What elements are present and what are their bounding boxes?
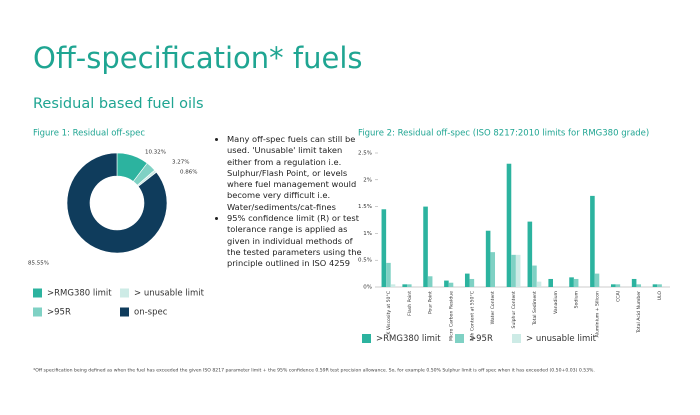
data-label: 0.86%	[180, 170, 197, 176]
legend-label: >95R	[47, 308, 71, 318]
x-tick-label: Total Acid Number	[636, 291, 642, 334]
bar	[444, 280, 449, 287]
x-tick-label: Sulphur Content	[511, 291, 517, 329]
legend-swatch	[33, 288, 42, 298]
x-tick-label: Aluminium + Silicon	[595, 291, 601, 338]
bar	[536, 281, 542, 287]
bar	[402, 284, 407, 287]
bullet-list: Many off-spec fuels can still be used. '…	[215, 134, 367, 270]
bar	[573, 278, 579, 287]
x-tick-label: Total Sediment	[532, 291, 538, 326]
bar	[527, 221, 533, 287]
legend-swatch	[120, 288, 129, 298]
bar	[594, 273, 600, 287]
legend-label: >RMG380 limit	[376, 334, 441, 344]
legend-label: on-spec	[134, 308, 168, 318]
bar	[464, 273, 470, 287]
y-tick-label: 0%	[363, 285, 372, 291]
bar	[548, 278, 553, 287]
figure-title: Figure 2: Residual off-spec (ISO 8217:20…	[358, 129, 649, 139]
legend-label: > unusable limit	[134, 289, 205, 299]
x-tick-label: Vanadium	[553, 290, 559, 313]
bar	[423, 206, 428, 287]
bar	[485, 230, 491, 287]
x-tick-label: K Viscosity at 50°C	[386, 291, 392, 335]
bar	[636, 284, 642, 287]
donut-slice	[66, 152, 168, 254]
data-label: 3.27%	[172, 160, 189, 166]
x-tick-label: Ash Content at 550°C	[469, 291, 475, 341]
bar	[406, 284, 412, 287]
bar	[381, 209, 387, 287]
bar	[427, 276, 433, 287]
y-tick-label: 2%	[363, 177, 372, 183]
bar	[590, 195, 595, 287]
y-tick-label: 1.5%	[358, 204, 372, 210]
bar	[631, 278, 637, 287]
bar	[657, 284, 662, 287]
legend-swatch	[512, 334, 521, 343]
figure-title: Figure 1: Residual off-spec	[33, 129, 145, 139]
x-tick-label: Micro Carbon Residue	[449, 291, 455, 341]
bar	[469, 278, 475, 287]
legend-swatch	[120, 307, 129, 317]
bar	[515, 254, 521, 287]
legend-label: > unusable limit	[526, 334, 597, 344]
x-tick-label: Water Content	[490, 291, 496, 325]
footnote: *Off specification being defined as when…	[33, 368, 595, 374]
bar	[490, 252, 496, 287]
bullet: Many off-spec fuels can still be used. '…	[227, 134, 367, 213]
data-label: 85.55%	[28, 261, 49, 267]
bar	[386, 262, 391, 287]
bar	[652, 284, 658, 287]
y-tick-label: 0.5%	[358, 258, 372, 264]
bar	[511, 254, 516, 287]
bar	[390, 284, 396, 287]
bar	[569, 277, 574, 287]
legend-label: >95R	[469, 334, 493, 344]
page-subtitle: Residual based fuel oils	[33, 96, 204, 112]
data-label: 10.32%	[145, 150, 166, 156]
x-tick-label: Pour Point	[428, 291, 434, 314]
bar	[506, 163, 512, 287]
bar	[610, 284, 616, 287]
x-tick-label: Sodium	[574, 290, 580, 308]
legend-swatch	[362, 334, 371, 343]
legend-swatch	[33, 307, 42, 317]
bar	[615, 284, 621, 287]
x-tick-label: Flash Point	[407, 291, 413, 316]
bullet: 95% confidence limit (R) or test toleran…	[227, 213, 367, 269]
legend-swatch	[455, 334, 464, 343]
y-tick-label: 1%	[363, 231, 372, 237]
x-tick-label: CCAI	[615, 291, 621, 302]
y-tick-label: 2.5%	[358, 151, 372, 157]
legend-label: >RMG380 limit	[47, 289, 112, 299]
bar	[448, 282, 454, 287]
bar	[532, 265, 537, 287]
x-tick-label: ULO	[657, 291, 663, 301]
page-title: Off-specification* fuels	[33, 41, 362, 75]
